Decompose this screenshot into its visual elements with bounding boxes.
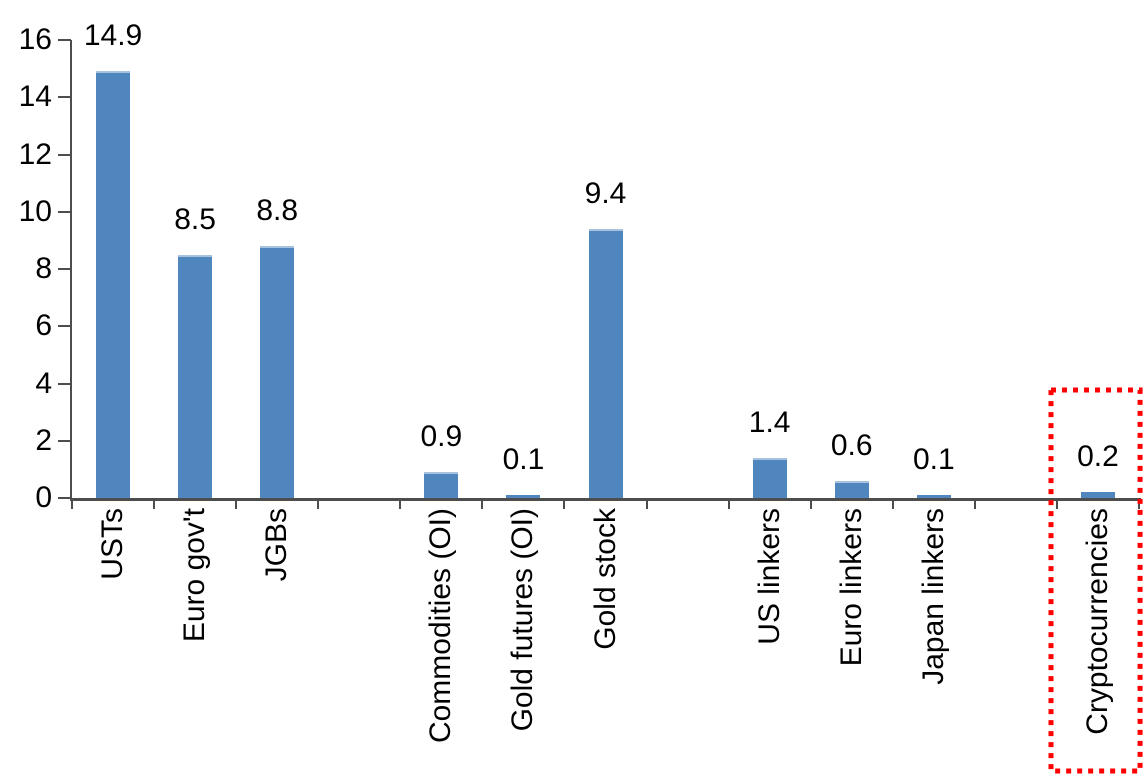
x-tick-mark	[71, 498, 73, 509]
y-tick-mark	[58, 96, 71, 99]
y-axis-tick-label: 2	[35, 423, 52, 457]
x-tick-mark	[891, 498, 894, 509]
y-tick-mark	[58, 210, 71, 213]
y-axis-tick-label: 10	[18, 194, 52, 228]
bar-euro-linkers	[834, 480, 869, 498]
y-axis-tick-label: 4	[35, 366, 52, 400]
x-axis-category-label-text: Euro gov't	[178, 508, 212, 643]
y-tick-mark	[58, 268, 71, 270]
y-axis-tick-label: 16	[18, 23, 52, 56]
x-tick-mark	[153, 498, 156, 509]
bar-value-label-gold-stock: 9.4	[584, 176, 627, 210]
bar-gold-futures-oi	[506, 495, 541, 498]
bar-cryptocurrencies	[1080, 492, 1115, 498]
y-axis-tick-label: 6	[35, 309, 52, 343]
x-tick-mark	[235, 498, 238, 509]
x-axis-category-label-text: US linkers	[752, 508, 786, 645]
bar-commodities-oi	[424, 472, 459, 498]
y-tick-mark	[58, 39, 71, 41]
bar-euro-gov-t	[178, 254, 213, 498]
highlight-box-border	[1048, 387, 1143, 774]
x-axis-category-label-text: Euro linkers	[834, 508, 868, 667]
x-tick-mark	[645, 498, 648, 509]
x-tick-mark	[973, 498, 976, 509]
x-tick-mark	[1055, 498, 1058, 509]
x-axis-category-label-text: Japan linkers	[916, 508, 950, 685]
bar-japan-linkers	[916, 495, 951, 498]
y-tick-mark	[58, 497, 71, 499]
y-axis-tick-label: 8	[35, 252, 52, 285]
y-tick-mark	[58, 325, 71, 328]
y-tick-mark	[58, 153, 71, 156]
y-axis-tick-label: 0	[35, 481, 52, 514]
bar-value-label-gold-futures-oi: 0.1	[502, 443, 545, 477]
bar-value-label-euro-gov-t: 8.5	[174, 202, 216, 236]
bar-value-label-commodities-oi: 0.9	[420, 420, 463, 454]
bar-value-label-us-linkers: 1.4	[748, 405, 791, 439]
bar-jgbs	[260, 246, 295, 498]
bar-value-label-cryptocurrencies: 0.2	[1077, 440, 1119, 474]
bar-value-label-usts: 14.9	[83, 19, 143, 53]
x-tick-mark	[481, 498, 484, 509]
x-axis-category-label-text: Gold stock	[588, 508, 622, 650]
y-tick-mark	[58, 382, 71, 385]
x-axis-category-label-text: JGBs	[260, 508, 294, 582]
bar-usts	[96, 71, 131, 498]
bar-value-label-japan-linkers: 0.1	[912, 443, 955, 477]
x-tick-mark	[809, 498, 812, 509]
y-axis-tick-label: 14	[18, 80, 52, 114]
bar-value-label-jgbs: 8.8	[256, 194, 299, 228]
x-tick-mark	[727, 498, 730, 509]
x-tick-mark	[317, 498, 320, 509]
x-tick-mark	[563, 498, 566, 509]
bar-us-linkers	[752, 457, 787, 498]
x-tick-mark	[399, 498, 402, 509]
x-axis-category-label-text: Commodities (OI)	[424, 508, 458, 744]
x-axis-category-label-text: Gold futures (OI)	[506, 508, 540, 732]
y-tick-mark	[58, 439, 71, 442]
highlight-box-cryptocurrencies	[1048, 387, 1143, 774]
x-axis-category-label-text: USTs	[96, 508, 130, 580]
y-axis-line	[70, 40, 72, 500]
bar-gold-stock	[588, 228, 623, 498]
bar-value-label-euro-linkers: 0.6	[830, 428, 873, 462]
y-axis-tick-label: 12	[18, 137, 52, 171]
x-axis-line	[70, 498, 1141, 501]
